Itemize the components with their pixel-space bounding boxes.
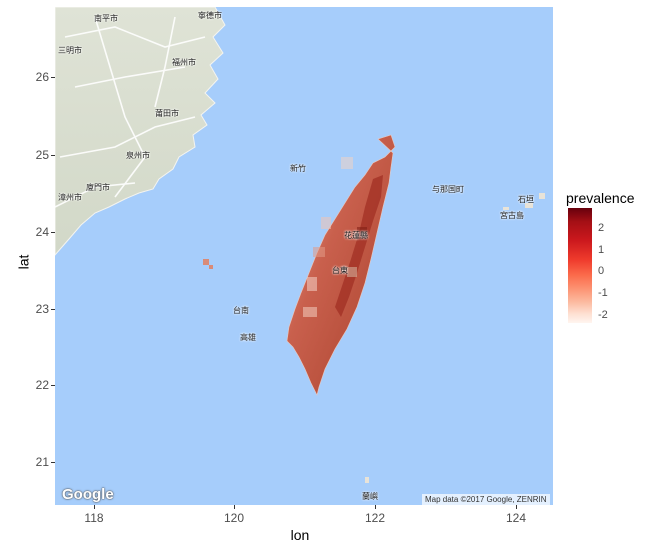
y-tick-label: 22 — [35, 378, 49, 392]
place-label-yonaguni: 与那国町 — [432, 185, 464, 194]
y-tick-mark — [51, 309, 55, 310]
y-tick-label: 23 — [35, 302, 49, 316]
map-attribution: Map data ©2017 Google, ZENRIN — [422, 494, 550, 505]
y-tick-mark — [51, 232, 55, 233]
legend-label: 2 — [598, 222, 605, 234]
legend-tick — [592, 272, 597, 273]
place-label-zhangzhou: 漳州市 — [58, 193, 82, 202]
legend-tick — [592, 229, 597, 230]
y-tick-mark — [51, 155, 55, 156]
x-tick-label: 124 — [505, 511, 527, 525]
penghu-islands — [203, 259, 213, 269]
mainland-china — [55, 7, 226, 256]
legend-colorbar — [568, 208, 592, 323]
legend-label: 1 — [598, 244, 605, 256]
y-tick-mark — [51, 385, 55, 386]
x-tick-mark — [234, 505, 235, 509]
place-label-hualien: 花蓮縣 — [344, 231, 368, 240]
legend-label: -1 — [598, 287, 608, 299]
y-tick-label: 21 — [35, 455, 49, 469]
map-panel — [55, 7, 553, 505]
legend-title: prevalence — [566, 190, 635, 206]
legend-tick — [592, 316, 597, 317]
mainland-roads — [55, 16, 206, 208]
legend-tick — [592, 251, 597, 252]
y-tick-mark — [51, 77, 55, 78]
high-prevalence-region — [335, 175, 383, 317]
google-logo: Google — [62, 486, 114, 503]
x-tick-mark — [94, 505, 95, 509]
y-tick-label: 24 — [35, 225, 49, 239]
place-label-lanyu: 蘭嶼 — [362, 492, 378, 501]
legend-tick — [592, 294, 597, 295]
x-tick-mark — [516, 505, 517, 509]
place-label-quanzhou: 泉州市 — [126, 151, 150, 160]
y-tick-label: 25 — [35, 148, 49, 162]
district-patches — [303, 157, 367, 317]
ryukyu-islands — [365, 193, 545, 483]
y-tick-mark — [51, 462, 55, 463]
x-axis-title: lon — [290, 527, 310, 543]
map-svg — [55, 7, 553, 505]
x-tick-mark — [375, 505, 376, 509]
place-label-ningde: 寧德市 — [198, 11, 222, 20]
y-tick-label: 26 — [35, 70, 49, 84]
x-tick-label: 120 — [223, 511, 245, 525]
place-label-putian: 莆田市 — [155, 109, 179, 118]
y-axis-title: lat — [15, 254, 32, 270]
legend-label: -2 — [598, 309, 608, 321]
place-label-miyako: 宮古島 — [500, 211, 524, 220]
place-label-ishigaki: 石垣 — [518, 195, 534, 204]
place-label-kaohsiung: 高雄 — [240, 333, 256, 342]
legend-label: 0 — [598, 265, 605, 277]
place-label-fuzhou: 福州市 — [172, 58, 196, 67]
x-tick-label: 122 — [364, 511, 386, 525]
place-label-tainan: 台南 — [233, 306, 249, 315]
place-label-hsinchu: 新竹 — [290, 164, 306, 173]
place-label-sanming: 三明市 — [58, 46, 82, 55]
place-label-nanping: 南平市 — [94, 14, 118, 23]
x-tick-label: 118 — [84, 511, 104, 525]
place-label-taitung: 台東 — [332, 266, 348, 275]
place-label-xiamen: 廈門市 — [86, 183, 110, 192]
